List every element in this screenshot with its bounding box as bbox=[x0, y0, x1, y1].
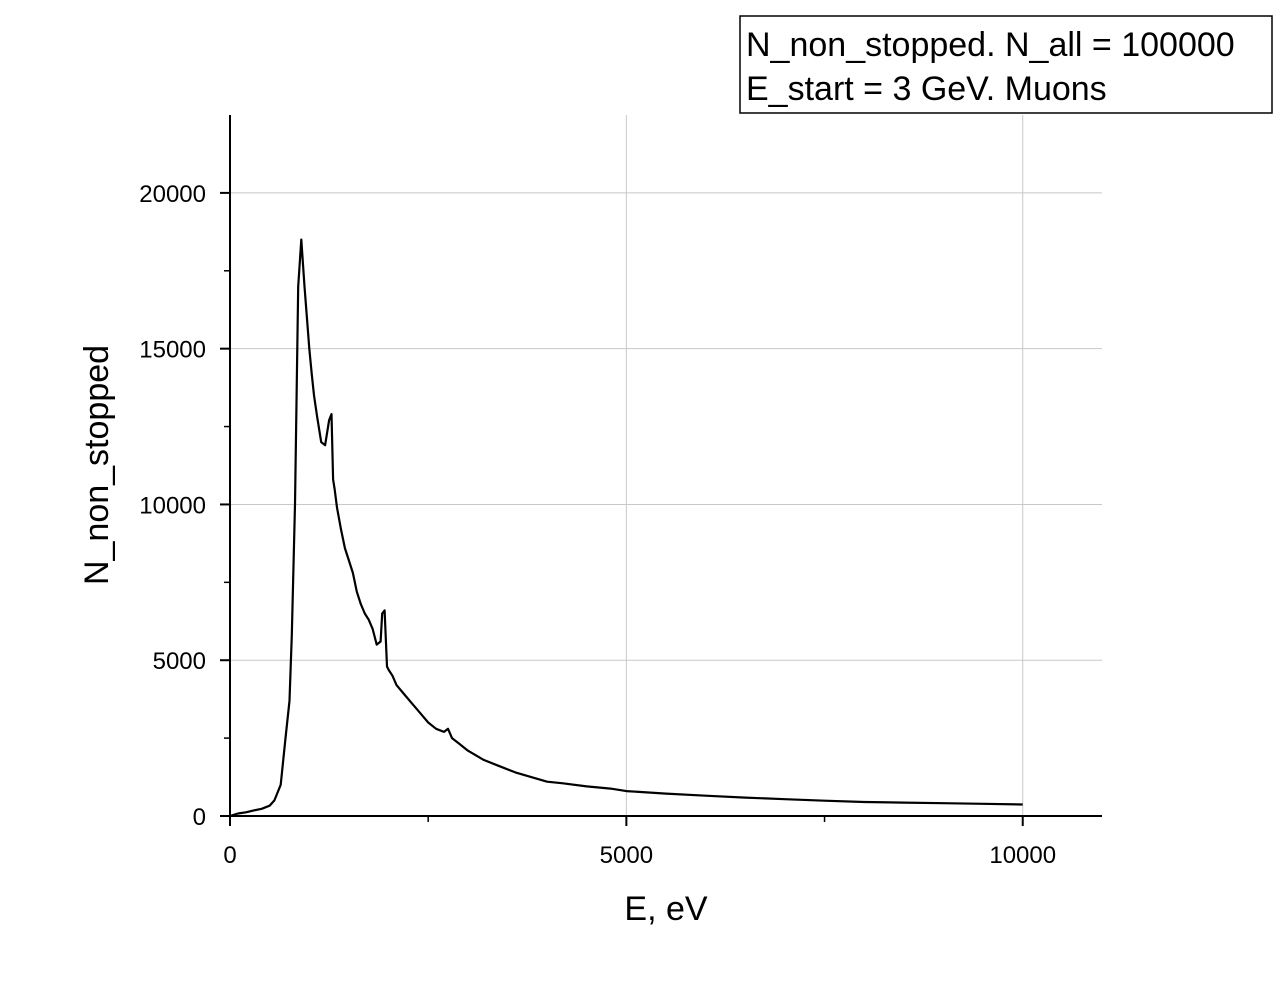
y-tick-label-3: 15000 bbox=[139, 337, 206, 364]
legend-line-2: E_start = 3 GeV. Muons bbox=[746, 70, 1107, 108]
grid-layer bbox=[230, 115, 1102, 816]
y-tick-label-1: 5000 bbox=[153, 648, 206, 675]
x-tick-label-0: 0 bbox=[223, 842, 236, 869]
legend-line-1: N_non_stopped. N_all = 100000 bbox=[746, 26, 1235, 64]
y-tick-label-0: 0 bbox=[193, 804, 206, 831]
x-tick-label-1: 5000 bbox=[600, 842, 653, 869]
series-layer bbox=[229, 238, 1023, 818]
x-axis-label: E, eV bbox=[624, 890, 707, 928]
series-line-0 bbox=[229, 238, 1023, 818]
x-tick-label-2: 10000 bbox=[989, 842, 1056, 869]
axes-layer: 0 5000 10000 0 5000 10000 15000 20000 bbox=[139, 115, 1102, 869]
legend-box: N_non_stopped. N_all = 100000 E_start = … bbox=[739, 15, 1273, 114]
legend-frame bbox=[739, 15, 1273, 114]
y-tick-label-2: 10000 bbox=[139, 492, 206, 519]
y-tick-label-4: 20000 bbox=[139, 181, 206, 208]
y-axis-label: N_non_stopped bbox=[78, 345, 116, 585]
